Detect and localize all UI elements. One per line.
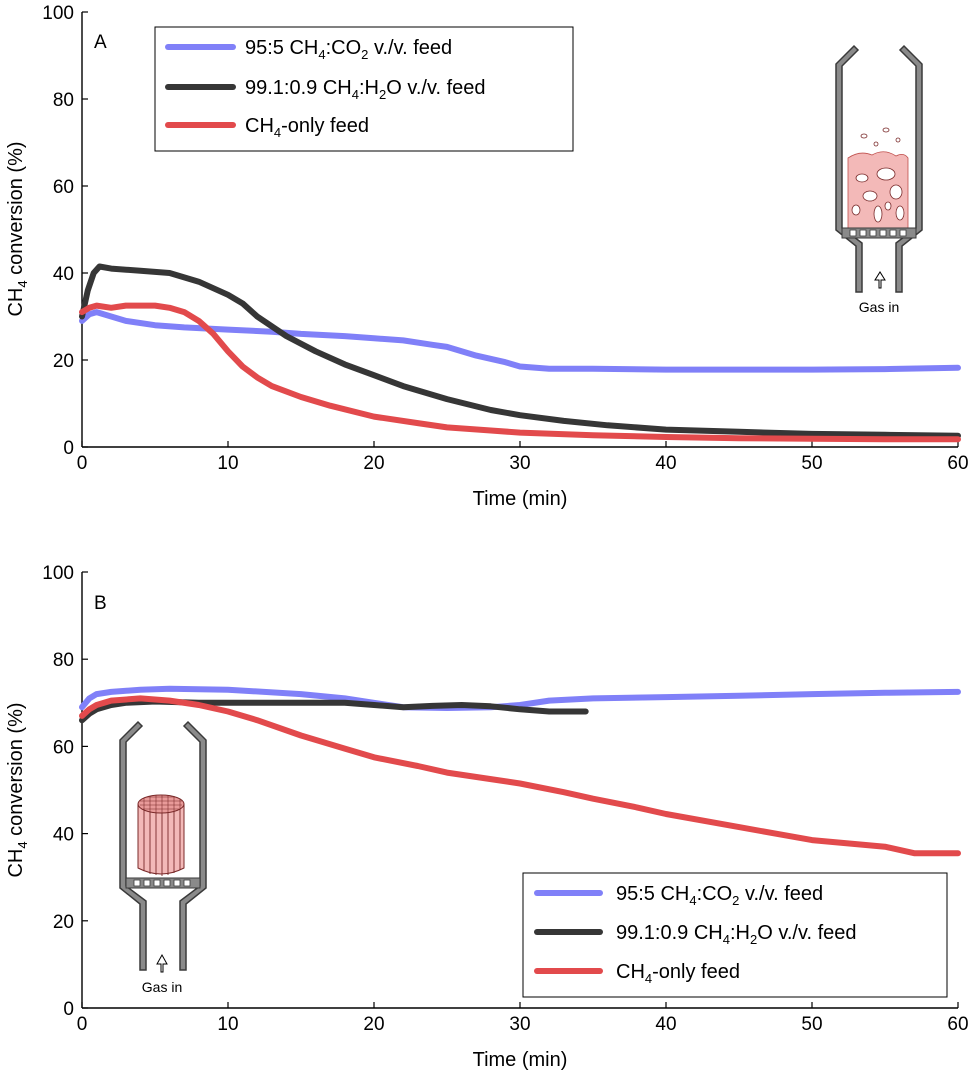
panel-b-x-tick-label-30: 30 bbox=[509, 1014, 530, 1035]
panel-a-x-tick-label-60: 60 bbox=[947, 453, 968, 474]
panel-a-y-tick-label-80: 80 bbox=[53, 90, 74, 111]
gas-in-label-b: Gas in bbox=[142, 979, 182, 995]
panel-b-series-ch4-only-feed bbox=[79, 695, 961, 857]
gas-in-arrow-icon bbox=[874, 271, 886, 289]
panel-a-legend: 95:5 CH4:CO2 v./v. feed 99.1:0.9 CH4:H2O… bbox=[154, 26, 574, 152]
monolith-top bbox=[137, 794, 185, 814]
panel-b-y-axis-title: CH4 conversion (%) bbox=[5, 702, 30, 877]
panel-b-legend: 95:5 CH4:CO2 v./v. feed 99.1:0.9 CH4:H2O… bbox=[522, 872, 948, 998]
panel-a-y-tick-label-60: 60 bbox=[53, 177, 74, 198]
legend-label-ch4-only: CH4-only feed bbox=[616, 961, 740, 986]
panel-a-series-95-5-ch4-co2-v-v-feed bbox=[79, 309, 961, 373]
panel-b-series-99-1-0-9-ch4-h2o-v-v-feed bbox=[79, 698, 589, 724]
panel-a-y-tick-label-40: 40 bbox=[53, 264, 74, 285]
panel-b-x-tick-label-40: 40 bbox=[655, 1014, 676, 1035]
panel-b-series-lines bbox=[79, 685, 961, 857]
panel-a-x-tick-label-10: 10 bbox=[217, 453, 238, 474]
panel-b-y-tick-label-100: 100 bbox=[42, 563, 74, 584]
reactor-inset-fluidized: Gas in bbox=[835, 44, 923, 315]
panel-a-y-axis-title: CH4 conversion (%) bbox=[5, 141, 30, 316]
panel-a-series-lines bbox=[79, 263, 961, 443]
panel-a-letter: A bbox=[94, 32, 107, 53]
panel-a-x-tick-label-0: 0 bbox=[77, 453, 88, 474]
panel-a-ticks: 0 10 20 30 40 50 60 0 20 40 60 80 100 bbox=[42, 3, 968, 474]
legend-label-co2: 95:5 CH4:CO2 v./v. feed bbox=[245, 37, 452, 62]
gas-in-arrow-icon bbox=[156, 953, 168, 973]
panel-a-x-tick-label-40: 40 bbox=[655, 453, 676, 474]
panel-b-x-tick-label-0: 0 bbox=[77, 1014, 88, 1035]
panel-a-series-99-1-0-9-ch4-h2o-v-v-feed bbox=[79, 263, 961, 439]
gas-distributor bbox=[841, 227, 917, 239]
legend-label-h2o: 99.1:0.9 CH4:H2O v./v. feed bbox=[616, 922, 857, 947]
gas-distributor bbox=[125, 877, 201, 889]
panel-a-y-tick-label-0: 0 bbox=[63, 438, 74, 459]
panel-a-y-tick-label-100: 100 bbox=[42, 3, 74, 24]
monolith-body bbox=[137, 803, 185, 875]
panel-a-x-tick-label-20: 20 bbox=[363, 453, 384, 474]
gas-in-label-a: Gas in bbox=[859, 299, 899, 315]
panel-b-y-tick-label-20: 20 bbox=[53, 912, 74, 933]
panel-b-x-tick-label-50: 50 bbox=[801, 1014, 822, 1035]
legend-label-co2: 95:5 CH4:CO2 v./v. feed bbox=[616, 883, 823, 908]
legend-label-ch4-only: CH4-only feed bbox=[245, 115, 369, 140]
reactor-left-wall bbox=[119, 720, 147, 971]
panel-b-y-tick-label-0: 0 bbox=[63, 999, 74, 1020]
panel-a: 0 10 20 30 40 50 60 0 20 40 60 80 100 A Time (min) C… bbox=[5, 3, 969, 510]
reactor-inset-monolith: Gas in bbox=[119, 720, 207, 995]
panel-a-y-tick-label-20: 20 bbox=[53, 351, 74, 372]
panel-b-x-tick-label-20: 20 bbox=[363, 1014, 384, 1035]
reactor-right-wall bbox=[179, 720, 207, 971]
panel-b-y-tick-label-80: 80 bbox=[53, 650, 74, 671]
panel-b-x-tick-label-60: 60 bbox=[947, 1014, 968, 1035]
panel-b-x-tick-label-10: 10 bbox=[217, 1014, 238, 1035]
panel-b-y-tick-label-40: 40 bbox=[53, 825, 74, 846]
panel-b-x-axis-title: Time (min) bbox=[473, 1049, 568, 1071]
panel-b-letter: B bbox=[94, 593, 107, 614]
panel-a-x-tick-label-50: 50 bbox=[801, 453, 822, 474]
panel-b-ticks: 0 10 20 30 40 50 60 0 20 40 60 80 100 bbox=[42, 563, 968, 1035]
panel-a-x-tick-label-30: 30 bbox=[509, 453, 530, 474]
panel-b: 0 10 20 30 40 50 60 0 20 40 60 80 100 B Time (min) C… bbox=[5, 563, 969, 1071]
panel-b-y-tick-label-60: 60 bbox=[53, 737, 74, 758]
panel-a-x-axis-title: Time (min) bbox=[473, 488, 568, 510]
panel-a-series-ch4-only-feed bbox=[79, 302, 961, 443]
legend-label-h2o: 99.1:0.9 CH4:H2O v./v. feed bbox=[245, 77, 486, 102]
